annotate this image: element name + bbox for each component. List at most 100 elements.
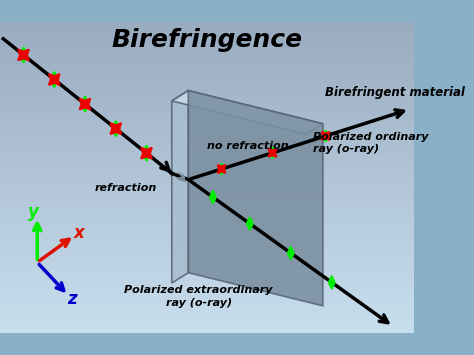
Bar xyxy=(0,216,414,219)
Bar xyxy=(0,154,414,157)
Bar xyxy=(0,260,414,262)
Bar xyxy=(0,224,414,227)
Polygon shape xyxy=(188,91,323,306)
Bar xyxy=(0,81,414,84)
Bar xyxy=(0,94,414,97)
Bar xyxy=(0,158,414,161)
Bar xyxy=(0,98,414,101)
Bar xyxy=(0,286,414,289)
Bar xyxy=(0,313,414,316)
Bar xyxy=(0,247,414,250)
Bar xyxy=(0,36,414,39)
Bar xyxy=(0,278,414,281)
Bar xyxy=(0,301,414,304)
Bar xyxy=(0,75,414,78)
Bar xyxy=(0,77,414,80)
Bar xyxy=(0,183,414,186)
Bar xyxy=(0,100,414,103)
Bar xyxy=(0,177,414,180)
Bar xyxy=(0,214,414,217)
Bar xyxy=(0,146,414,148)
Bar xyxy=(0,290,414,293)
Bar xyxy=(0,299,414,302)
Bar xyxy=(0,311,414,314)
Bar xyxy=(0,156,414,159)
Bar xyxy=(0,125,414,128)
Bar xyxy=(0,166,414,169)
Bar xyxy=(0,69,414,72)
Bar xyxy=(0,228,414,231)
Bar xyxy=(0,164,414,167)
Bar xyxy=(0,233,414,235)
Bar xyxy=(0,21,414,24)
Bar xyxy=(0,226,414,229)
Bar xyxy=(0,63,414,66)
Bar xyxy=(0,90,414,93)
Bar xyxy=(0,104,414,107)
Bar xyxy=(0,235,414,237)
Bar xyxy=(0,173,414,175)
Bar xyxy=(0,140,414,142)
Bar xyxy=(0,307,414,310)
Bar xyxy=(0,197,414,200)
Bar xyxy=(0,324,414,327)
Bar xyxy=(0,106,414,109)
Bar xyxy=(0,61,414,64)
Bar xyxy=(0,168,414,171)
Bar xyxy=(0,160,414,163)
Bar xyxy=(0,123,414,126)
Bar xyxy=(0,206,414,208)
Bar xyxy=(0,218,414,221)
Bar xyxy=(0,175,414,178)
Bar xyxy=(0,309,414,312)
Bar xyxy=(0,150,414,153)
Bar xyxy=(0,220,414,223)
Bar xyxy=(0,26,414,28)
Bar xyxy=(0,115,414,118)
Bar xyxy=(0,202,414,204)
Bar xyxy=(0,80,414,82)
Bar xyxy=(0,212,414,215)
Bar xyxy=(0,30,414,33)
Bar xyxy=(0,86,414,88)
Bar xyxy=(0,28,414,31)
Bar xyxy=(0,53,414,55)
Bar xyxy=(0,264,414,267)
Bar xyxy=(0,44,414,47)
Bar xyxy=(0,191,414,194)
Bar xyxy=(0,185,414,188)
Bar xyxy=(0,170,414,173)
Bar xyxy=(0,270,414,273)
Bar xyxy=(0,241,414,244)
Text: x: x xyxy=(73,224,84,241)
Bar xyxy=(0,50,414,53)
Text: Birefringence: Birefringence xyxy=(111,28,302,53)
Bar xyxy=(0,179,414,182)
Text: y: y xyxy=(28,203,39,221)
Bar xyxy=(0,57,414,60)
Bar xyxy=(0,40,414,43)
Bar xyxy=(0,200,414,202)
Bar xyxy=(0,276,414,279)
Bar xyxy=(0,284,414,287)
Bar xyxy=(0,237,414,240)
Bar xyxy=(0,152,414,155)
Bar xyxy=(0,210,414,213)
Bar xyxy=(0,255,414,258)
Bar xyxy=(0,119,414,122)
Bar xyxy=(0,303,414,306)
Bar xyxy=(0,127,414,130)
Text: z: z xyxy=(67,290,77,308)
Bar xyxy=(0,65,414,68)
Bar xyxy=(0,142,414,144)
Bar xyxy=(0,38,414,41)
Bar xyxy=(0,162,414,165)
Bar xyxy=(0,92,414,95)
Bar xyxy=(0,257,414,260)
Bar xyxy=(0,135,414,138)
Bar xyxy=(0,297,414,300)
Bar xyxy=(0,239,414,242)
Bar xyxy=(0,288,414,291)
Bar xyxy=(0,328,414,331)
Bar xyxy=(0,133,414,136)
